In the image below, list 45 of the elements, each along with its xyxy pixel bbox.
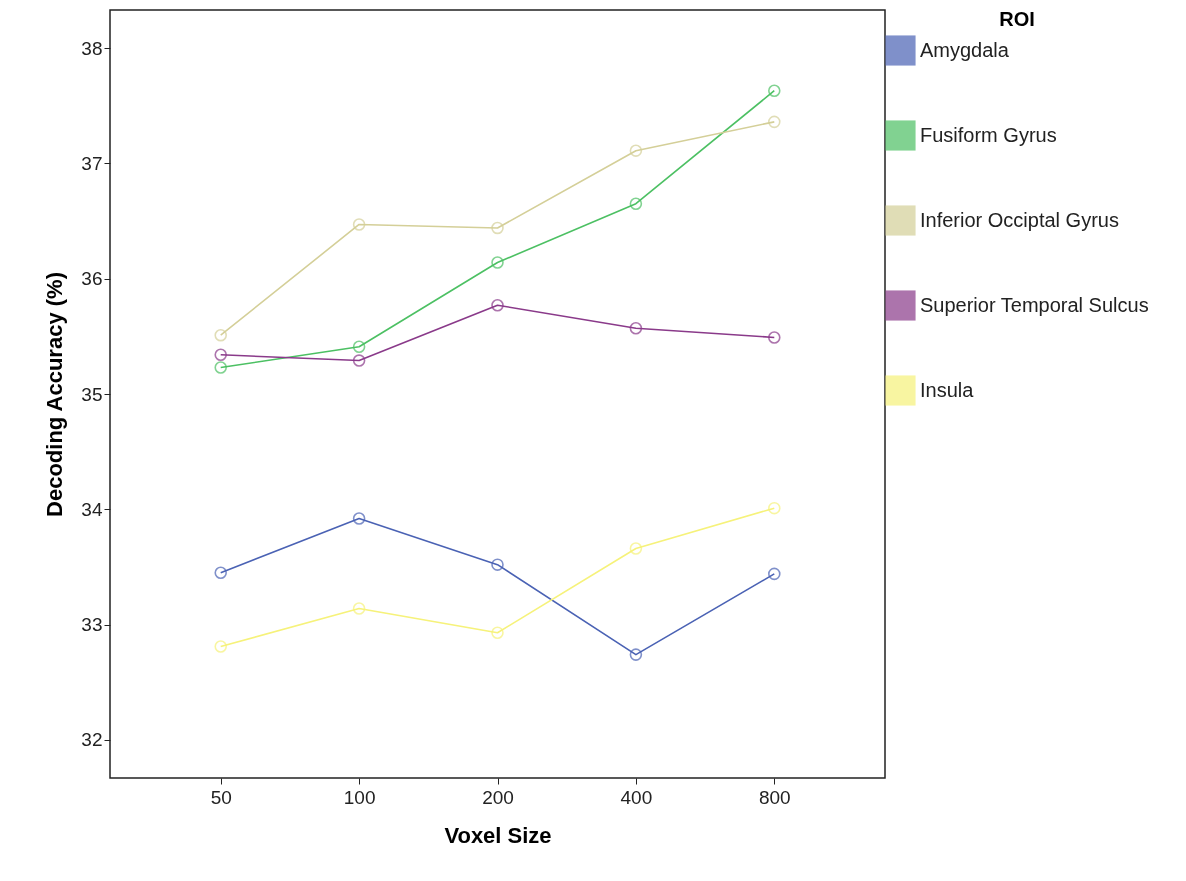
point [491, 221, 504, 235]
point [629, 648, 643, 661]
point [629, 542, 643, 555]
y-axis-title: Decoding Accuracy (%) [42, 272, 68, 517]
point [768, 84, 781, 97]
x-tick-label: 200 [482, 786, 514, 808]
point [768, 331, 781, 344]
legend-label: Inferior Occiptal Gyrus [920, 208, 1119, 231]
legend-label: Superior Temporal Sulcus [920, 293, 1149, 316]
legend-label: Insula [920, 378, 975, 401]
point [491, 256, 504, 269]
point [352, 218, 366, 231]
legend-label: Fusiform Gyrus [920, 123, 1057, 146]
point [214, 361, 227, 374]
y-tick-label: 34 [81, 498, 103, 520]
point [768, 567, 781, 581]
point [491, 298, 504, 312]
legend-title: ROI [999, 8, 1035, 30]
y-tick-label: 38 [81, 37, 103, 59]
point [352, 602, 366, 615]
x-axis-title: Voxel Size [444, 822, 552, 848]
x-tick-label: 400 [620, 786, 653, 808]
point [214, 640, 227, 653]
legend-label: Amygdala [920, 38, 1010, 61]
point [491, 626, 504, 639]
point [214, 566, 227, 579]
point [352, 354, 366, 367]
point [491, 558, 504, 571]
y-tick-label: 36 [81, 268, 103, 290]
y-tick-label: 35 [81, 383, 103, 405]
x-tick-label: 100 [343, 786, 376, 808]
point [768, 501, 781, 515]
point [629, 322, 643, 335]
point [352, 340, 366, 353]
point [214, 348, 227, 362]
x-tick-label: 50 [210, 786, 232, 808]
y-tick-label: 37 [81, 152, 103, 174]
point [214, 328, 227, 342]
y-tick-label: 32 [81, 729, 103, 751]
point [352, 512, 366, 525]
point [768, 115, 781, 129]
x-tick-label: 800 [758, 786, 791, 808]
y-tick-label: 33 [81, 614, 103, 636]
point [629, 197, 643, 210]
point [629, 144, 643, 157]
